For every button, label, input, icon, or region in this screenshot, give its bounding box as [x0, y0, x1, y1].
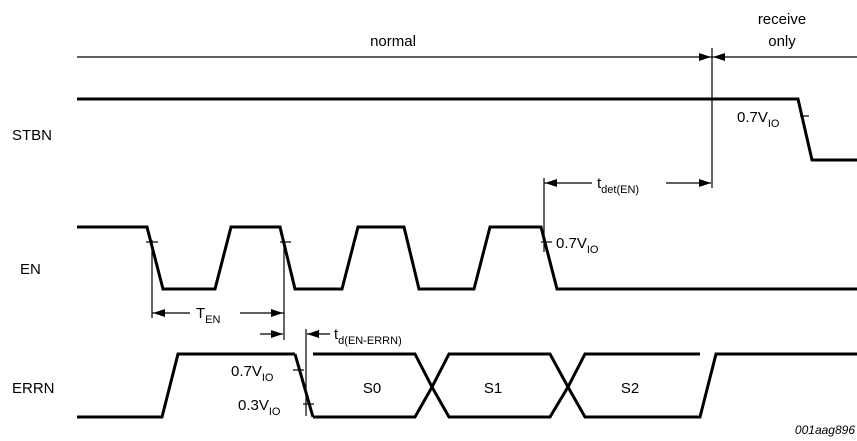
tdet-arrowhead-right — [699, 179, 711, 187]
td-arrowhead-right — [307, 330, 319, 338]
tdet-label: tdet(EN) — [597, 175, 639, 196]
ten-arrowhead-left — [153, 309, 165, 317]
mode-normal-arrowhead — [699, 53, 711, 61]
errn-threshold-label-03: 0.3VIO — [238, 397, 281, 418]
ten-arrowhead-right — [271, 309, 283, 317]
figure-reference: 001aag896 — [795, 423, 855, 437]
state-s0-label: S0 — [363, 380, 381, 397]
tdet-arrowhead-left — [545, 179, 557, 187]
signal-errn-label: ERRN — [12, 380, 55, 397]
errn-threshold-label-07: 0.7VIO — [231, 363, 274, 384]
mode-receive-label-line2: only — [768, 33, 796, 50]
errn-waveform-initial — [77, 352, 295, 419]
state-s2-label: S2 — [621, 380, 639, 397]
td-label: td(EN-ERRN) — [334, 326, 402, 347]
td-arrowhead-left — [271, 330, 283, 338]
stbn-threshold-label: 0.7VIO — [737, 109, 780, 130]
mode-receive-arrowhead — [713, 53, 725, 61]
ten-label: TEN — [196, 305, 221, 326]
signal-stbn-label: STBN — [12, 127, 52, 144]
mode-normal-label: normal — [370, 33, 416, 50]
errn-bus-upper — [313, 352, 700, 391]
signal-en-label: EN — [20, 261, 41, 278]
state-s1-label: S1 — [484, 380, 502, 397]
mode-receive-label-line1: receive — [758, 11, 806, 28]
en-threshold-label: 0.7VIO — [556, 235, 599, 256]
en-waveform — [77, 225, 857, 291]
errn-bus-lower — [313, 352, 857, 419]
errn-waveform-fall — [293, 353, 315, 418]
stbn-waveform — [77, 97, 857, 162]
